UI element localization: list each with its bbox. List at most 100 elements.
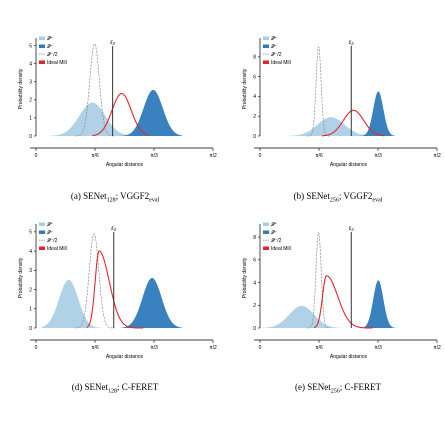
- threshold-label: ε₂: [349, 40, 355, 46]
- y-tick-label: 0: [253, 134, 256, 140]
- y-tick-label: 4: [29, 249, 32, 255]
- x-tick-label: π/6: [91, 153, 99, 159]
- x-tick-label: π/6: [315, 153, 323, 159]
- y-tick-label: 2: [253, 303, 256, 309]
- series-positive-area: [260, 305, 345, 328]
- caption-subscript: 256: [330, 198, 339, 204]
- y-tick-label: 1: [29, 116, 32, 122]
- legend-swatch: [263, 36, 269, 40]
- y-tick-label: 2: [29, 98, 32, 104]
- series-ideal-mill-line: [321, 109, 384, 137]
- legend-label: 𝒫⁻: [271, 230, 278, 236]
- series-negative-area: [355, 91, 401, 136]
- x-axis-label: Angular distance: [106, 354, 143, 360]
- y-tick-label: 4: [29, 61, 32, 67]
- y-tick-label: 3: [29, 80, 32, 86]
- x-tick-label: 0: [259, 345, 262, 351]
- x-tick-label: 0: [259, 153, 262, 159]
- series-positive-area: [36, 102, 144, 136]
- threshold-label: ε₂: [349, 226, 355, 232]
- legend-label: 𝒫⁻: [271, 44, 278, 50]
- x-axis-label: Angular distance: [330, 354, 367, 360]
- caption-subscript: 128: [107, 198, 116, 204]
- legend-label: 𝒫⁺: [47, 36, 54, 42]
- panel-caption: (b) SENet256; VGGF2eval: [294, 191, 383, 204]
- legend-swatch: [263, 44, 269, 48]
- caption-text: (e) SENet: [295, 382, 331, 392]
- y-tick-label: 4: [253, 94, 256, 100]
- series-ideal-mill-line: [92, 92, 149, 137]
- caption-subscript: eval: [149, 198, 159, 204]
- caption-text: (d) SENet: [72, 382, 109, 392]
- y-tick-label: 0: [29, 134, 32, 140]
- y-axis-label: Probability density: [18, 257, 24, 298]
- x-tick-label: π/3: [374, 153, 382, 159]
- caption-text: ; VGGF2: [339, 191, 373, 201]
- x-tick-label: 0: [35, 345, 38, 351]
- legend-label: 𝒫⁻: [47, 44, 54, 50]
- x-tick-label: π/3: [150, 153, 158, 159]
- y-tick-label: 6: [253, 258, 256, 264]
- y-tick-label: 1: [29, 307, 32, 313]
- caption-subscript: 128: [108, 389, 117, 395]
- chart-panel-3: ε₂ 0 1 2 3 4 5 0 π/6 π/3 π/2 Angular distance Probab…: [18, 222, 217, 395]
- legend-label: Ideal Mill: [271, 60, 291, 66]
- y-tick-label: 2: [29, 287, 32, 293]
- threshold-label: ε₂: [111, 226, 117, 232]
- x-tick-label: π/3: [374, 345, 382, 351]
- y-tick-label: 3: [29, 268, 32, 274]
- y-axis-label: Probability density: [242, 68, 248, 109]
- x-tick-label: π/2: [209, 153, 217, 159]
- legend-swatch: [39, 36, 45, 40]
- legend-label: 𝒫⁺: [271, 222, 278, 228]
- series-positive-area: [282, 117, 384, 136]
- legend-swatch: [263, 230, 269, 234]
- series-negative-area: [120, 278, 183, 328]
- series-negative-half-line: [75, 43, 115, 137]
- series-negative-area: [355, 280, 401, 328]
- legend-swatch: [263, 246, 269, 250]
- y-tick-label: 8: [253, 55, 256, 61]
- legend-swatch: [39, 230, 45, 234]
- legend-swatch: [263, 222, 269, 226]
- legend-label: 𝒫⁻/2: [47, 52, 58, 58]
- caption-text: (a) SENet: [71, 191, 107, 201]
- series-negative-area: [120, 89, 183, 136]
- series-ideal-mill-line: [313, 275, 373, 329]
- legend-label: 𝒫⁻/2: [271, 52, 282, 58]
- x-axis-label: Angular distance: [330, 162, 367, 168]
- legend-label: 𝒫⁻/2: [47, 238, 58, 244]
- series-negative-half-line: [75, 233, 115, 329]
- y-tick-label: 0: [29, 326, 32, 332]
- panel-caption: (a) SENet128; VGGF2eval: [71, 191, 160, 204]
- x-tick-label: 0: [35, 153, 38, 159]
- x-tick-label: π/6: [315, 345, 323, 351]
- x-axis-label: Angular distance: [106, 162, 143, 168]
- caption-text: ; VGGF2: [116, 191, 150, 201]
- caption-subscript: 256: [331, 389, 340, 395]
- y-tick-label: 4: [253, 280, 256, 286]
- x-tick-label: π/6: [91, 345, 99, 351]
- series-negative-half-line: [307, 231, 330, 329]
- chart-panel-2: ε₂ 0 2 4 6 8 0 π/6 π/3 π/2 Angular distance Probabi…: [242, 36, 441, 204]
- y-tick-label: 5: [29, 43, 32, 49]
- caption-subscript: eval: [372, 198, 382, 204]
- legend-label: 𝒫⁻: [47, 230, 54, 236]
- caption-text: ; C-FERET: [117, 382, 159, 392]
- series-positive-area: [41, 279, 104, 328]
- legend-label: Ideal Mill: [47, 60, 67, 66]
- legend-swatch: [39, 246, 45, 250]
- y-axis-label: Probability density: [18, 68, 24, 109]
- legend-label: 𝒫⁻/2: [271, 238, 282, 244]
- y-tick-label: 2: [253, 114, 256, 120]
- y-tick-label: 0: [253, 326, 256, 332]
- x-tick-label: π/2: [433, 345, 441, 351]
- x-tick-label: π/3: [150, 345, 158, 351]
- chart-panel-1: ε₂ 0 1 2 3 4 5 0 π/6 π/3 π/2 Angular distance Probab…: [18, 36, 217, 204]
- legend-label: Ideal Mill: [271, 246, 291, 252]
- chart-panel-4: ε₂ 0 2 4 6 8 0 π/6 π/3 π/2 Angular distance Probabi…: [242, 222, 441, 395]
- legend-label: Ideal Mill: [47, 246, 67, 252]
- y-tick-label: 5: [29, 230, 32, 236]
- legend-swatch: [39, 222, 45, 226]
